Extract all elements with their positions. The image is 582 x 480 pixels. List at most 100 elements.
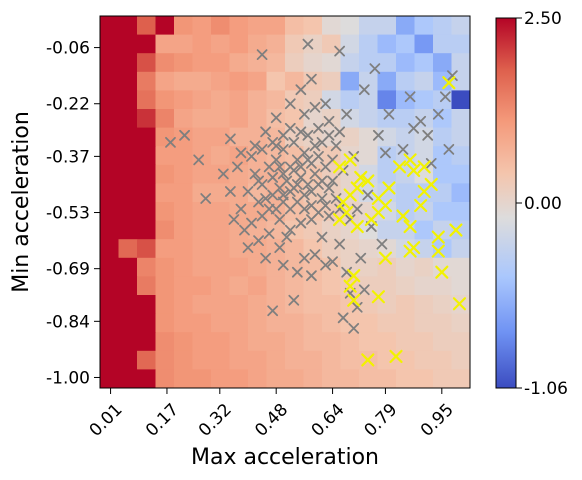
heatmap-cell: [451, 34, 471, 54]
heatmap-cell: [229, 53, 249, 73]
scatter-point: [449, 223, 463, 237]
heatmap-cell: [118, 220, 138, 240]
x-axis-label: Max acceleration: [191, 445, 379, 470]
scatter-point: [334, 203, 346, 215]
heatmap-cell: [414, 16, 434, 35]
heatmap-cell: [322, 71, 341, 91]
heatmap-cell: [137, 183, 156, 203]
heatmap-cell: [451, 276, 471, 296]
heatmap-cell: [303, 90, 323, 110]
heatmap-cell: [118, 350, 138, 370]
heatmap-cell: [433, 16, 452, 35]
scatter-point: [376, 238, 388, 250]
heatmap-cell: [451, 109, 471, 128]
scatter-point: [274, 242, 286, 254]
scatter-point: [306, 73, 317, 85]
scatter-point: [435, 265, 449, 279]
heatmap-cell: [451, 202, 471, 221]
heatmap-cell: [211, 127, 230, 147]
scatter-point: [309, 101, 321, 113]
scatter-point: [246, 217, 257, 229]
heatmap-cell: [192, 313, 212, 333]
heatmap-cell: [100, 146, 119, 166]
heatmap-cell: [414, 239, 434, 259]
heatmap-cell: [155, 90, 175, 110]
scatter-point: [242, 242, 254, 254]
scatter-point: [323, 115, 335, 127]
heatmap-cell: [303, 34, 323, 54]
scatter-point: [270, 154, 282, 166]
heatmap-cell: [266, 295, 286, 314]
heatmap-cell: [211, 313, 230, 333]
heatmap-cell: [211, 369, 230, 389]
scatter-point: [351, 301, 363, 313]
scatter-point: [277, 129, 289, 141]
heatmap-cell: [137, 34, 156, 54]
heatmap-cell: [414, 127, 434, 147]
scatter-point: [380, 147, 391, 159]
heatmap-cell: [137, 71, 156, 91]
scatter-point: [298, 108, 310, 120]
heatmap-cell: [248, 34, 267, 54]
scatter-point: [407, 241, 421, 255]
heatmap-cell: [285, 332, 304, 352]
scatter-point: [235, 147, 247, 159]
heatmap-cell: [211, 350, 230, 370]
heatmap-cell: [211, 183, 230, 203]
y-tick-label: -0.37: [46, 147, 90, 167]
heatmap-cell: [248, 127, 267, 147]
heatmap-cell: [137, 146, 156, 166]
colorbar: [495, 17, 517, 389]
heatmap-cell: [414, 276, 434, 296]
heatmap-cell: [192, 350, 212, 370]
heatmap-cell: [322, 16, 341, 35]
heatmap-cell: [229, 295, 249, 314]
heatmap-cell: [396, 202, 415, 221]
scatter-point: [383, 108, 395, 120]
scatter-point: [392, 160, 407, 174]
heatmap-cell: [414, 369, 434, 389]
heatmap-cell: [359, 239, 378, 259]
heatmap-cell: [248, 369, 267, 389]
scatter-point: [270, 140, 282, 152]
heatmap-cell: [174, 239, 193, 259]
scatter-point: [291, 179, 303, 190]
heatmap-cell: [211, 257, 230, 277]
heatmap-cell: [118, 183, 138, 203]
scatter-point: [341, 108, 353, 120]
scatter-point: [267, 172, 279, 183]
heatmap-cell: [266, 239, 286, 259]
scatter-point: [358, 284, 370, 296]
heatmap-cell: [248, 313, 267, 333]
heatmap-cell: [414, 257, 434, 277]
scatter-point: [249, 140, 261, 152]
scatter-point: [446, 70, 458, 82]
heatmap-cell: [229, 276, 249, 296]
heatmap-cell: [433, 257, 452, 277]
scatter-point: [417, 160, 431, 174]
scatter-point: [267, 305, 279, 317]
scatter-point: [343, 279, 357, 293]
heatmap-cell: [451, 220, 471, 240]
heatmap-cell: [248, 332, 267, 352]
heatmap-cell: [229, 34, 249, 54]
y-tick-label: -0.06: [46, 39, 90, 59]
scatter-point: [277, 189, 289, 201]
scatter-point: [327, 175, 338, 187]
heatmap-cell: [303, 220, 323, 240]
heatmap-cell: [155, 350, 175, 370]
scatter-point: [217, 168, 229, 180]
heatmap-cell: [451, 127, 471, 147]
heatmap-cell: [322, 146, 341, 166]
heatmap-cell: [433, 369, 452, 389]
scatter-point: [432, 108, 444, 120]
heatmap-cell: [248, 146, 267, 166]
heatmap-cell: [100, 295, 119, 314]
heatmap-cell: [229, 313, 249, 333]
scatter-point: [246, 150, 257, 162]
heatmap-cell: [396, 183, 415, 203]
heatmap-cell: [451, 313, 471, 333]
scatter-point: [260, 193, 272, 204]
scatter-point: [295, 126, 307, 138]
heatmap-cell: [155, 164, 175, 184]
